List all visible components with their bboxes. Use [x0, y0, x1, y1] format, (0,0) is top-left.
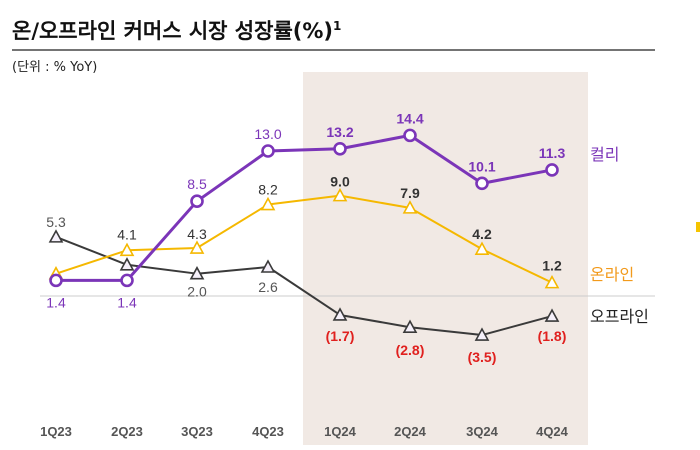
series-layer: 5.3 2.0 2.6 (1.7) (2.8) (3.5) (1.8) 4.1 4.3 8.2 9.…	[46, 110, 566, 365]
data-label: (2.8)	[396, 342, 425, 358]
data-label: 13.2	[326, 124, 353, 140]
data-label: 4.1	[117, 226, 137, 242]
point-marker	[333, 141, 347, 156]
chart-title: 온/오프라인 커머스 시장 성장률(%)1	[12, 19, 341, 43]
legend-label-오프라인: 오프라인	[590, 307, 649, 326]
data-label: 9.0	[330, 174, 350, 190]
data-label: 10.1	[468, 158, 495, 174]
data-label: 4.2	[472, 226, 492, 242]
data-label: 2.0	[187, 284, 207, 300]
point-marker	[474, 241, 490, 255]
x-tick-label: 3Q23	[181, 424, 213, 439]
chart-title-text: 온/오프라인 커머스 시장 성장률(%)	[12, 19, 333, 43]
series-온라인: 4.1 4.3 8.2 9.0 7.9 4.2 1.2	[48, 174, 562, 289]
data-label: 2.6	[258, 279, 278, 295]
point-marker	[403, 128, 417, 143]
x-tick-label: 3Q24	[466, 424, 499, 439]
point-marker	[120, 273, 134, 288]
data-label: (1.8)	[538, 328, 567, 344]
point-marker	[332, 187, 348, 202]
data-label: (1.7)	[326, 328, 355, 344]
point-marker	[260, 259, 276, 273]
point-marker	[402, 200, 418, 214]
data-label: 1.4	[46, 294, 66, 310]
point-marker	[475, 176, 489, 191]
x-tick-label: 4Q24	[536, 424, 569, 439]
x-tick-label: 1Q24	[324, 424, 357, 439]
data-label: 14.4	[396, 110, 423, 126]
series-컬리: 1.4 1.4 8.5 13.0 13.2 14.4 10.1 11.3	[46, 110, 565, 310]
highlight-period-background	[303, 72, 588, 445]
point-marker	[261, 144, 275, 158]
x-tick-label: 1Q23	[40, 424, 72, 439]
x-tick-label: 2Q23	[111, 424, 143, 439]
point-marker	[474, 327, 490, 341]
series-line	[55, 194, 553, 284]
point-marker	[260, 196, 276, 211]
point-marker	[332, 307, 348, 321]
point-marker	[544, 274, 560, 289]
unit-note: (단위 : % YoY)	[12, 60, 97, 75]
x-tick-label: 4Q23	[252, 424, 284, 439]
data-label: 4.3	[187, 226, 207, 242]
point-marker	[402, 319, 418, 334]
data-label: 11.3	[539, 145, 566, 161]
point-marker	[119, 257, 135, 271]
point-marker	[119, 242, 135, 257]
point-marker	[189, 266, 205, 280]
point-marker	[49, 273, 63, 288]
x-tick-label: 2Q24	[394, 424, 427, 439]
data-label: 1.4	[117, 294, 137, 310]
point-marker	[545, 163, 559, 177]
point-marker	[544, 308, 560, 322]
legend-label-컬리: 컬리	[590, 145, 619, 164]
data-label: 5.3	[46, 214, 66, 230]
series-line	[56, 133, 553, 282]
point-marker	[190, 194, 204, 208]
point-marker	[189, 240, 205, 254]
data-label: 13.0	[254, 126, 281, 142]
edge-marker	[696, 222, 700, 232]
legend-label-온라인: 온라인	[590, 265, 634, 284]
data-label: 8.2	[258, 182, 278, 198]
data-label: 8.5	[187, 176, 207, 192]
data-label: (3.5)	[468, 349, 497, 365]
data-label: 7.9	[400, 185, 420, 201]
data-label: 1.2	[542, 258, 562, 274]
chart-title-footnote-marker: 1	[333, 19, 341, 33]
x-axis: 1Q23 2Q23 3Q23 4Q23 1Q24 2Q24 3Q24 4Q24	[40, 424, 569, 439]
point-marker	[48, 229, 64, 243]
